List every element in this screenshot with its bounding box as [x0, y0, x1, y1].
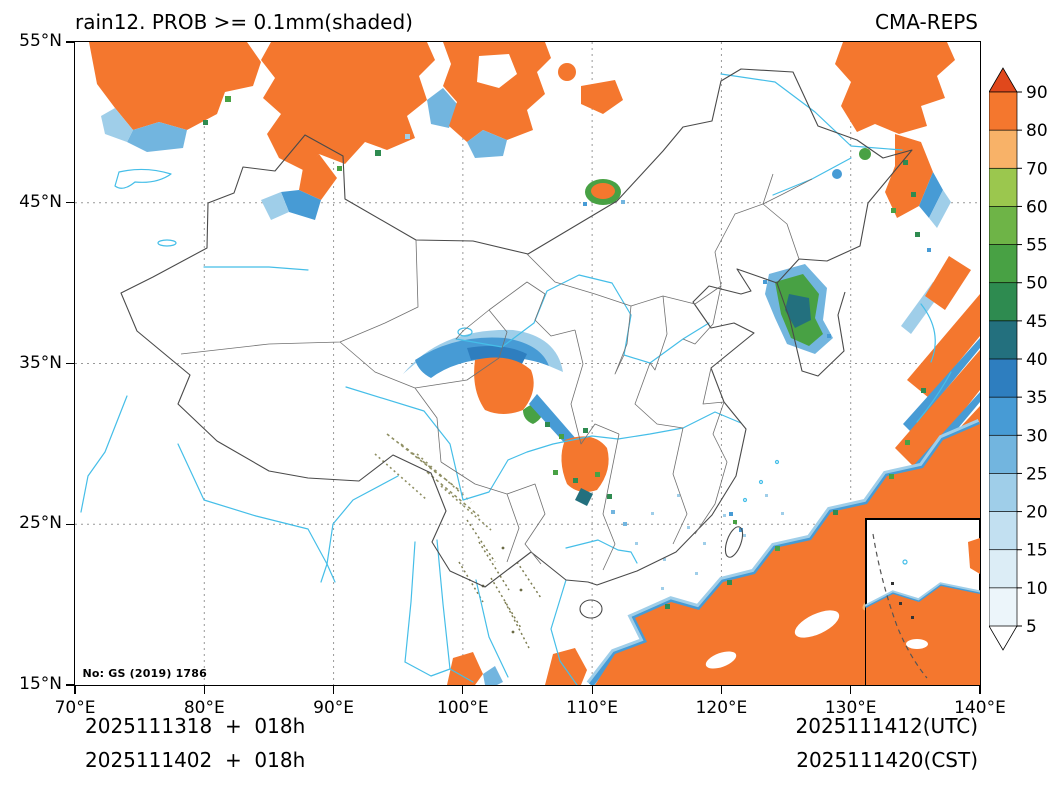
model-name: CMA-REPS	[875, 10, 978, 34]
colorbar-tick-label: 45	[1026, 312, 1048, 332]
colorbar-segment	[988, 244, 1018, 284]
init-time-cst: 2025111402 + 018h	[85, 748, 306, 772]
lake-issyk-kul	[156, 238, 177, 247]
colorbar-tick-label: 55	[1026, 236, 1048, 256]
lon-tick-label: 120°E	[695, 698, 748, 718]
japan-coast-2	[915, 370, 952, 423]
colorbar-tick-label: 35	[1026, 388, 1048, 408]
lake-balkhash	[113, 168, 172, 189]
colorbar-tick-label: 50	[1026, 274, 1048, 294]
colorbar-tick-label: 20	[1026, 503, 1048, 523]
lat-tick-label: 45°N	[19, 191, 62, 212]
colorbar-tick-label: 70	[1026, 159, 1048, 179]
colorbar-tick-label: 40	[1026, 350, 1048, 370]
map-svg	[74, 41, 980, 685]
lon-tick-mark	[203, 686, 205, 694]
colorbar-segment	[988, 511, 1018, 551]
colorbar-segment	[988, 91, 1018, 131]
ryukyu-island	[774, 459, 779, 464]
tarim-river	[202, 265, 309, 271]
scattered-light-blue-specks	[634, 493, 784, 590]
lat-tick-label: 35°N	[19, 352, 62, 373]
rivers-coastlines	[79, 72, 952, 685]
irrawaddy-river	[403, 540, 416, 663]
colorbar-tick-label: 30	[1026, 426, 1048, 446]
lon-tick-mark	[462, 686, 464, 694]
brahmaputra-river	[325, 474, 399, 565]
lon-tick-mark	[332, 686, 335, 694]
colorbar-segment	[988, 434, 1018, 475]
lon-tick-label: 110°E	[566, 698, 618, 718]
init-time-utc: 2025111318 + 018h	[85, 714, 306, 738]
lon-tick-mark	[850, 686, 852, 694]
lon-tick-label: 100°E	[436, 698, 489, 718]
lon-tick-mark	[720, 686, 723, 694]
mekong-river	[474, 578, 509, 678]
se-asia-coast	[403, 660, 474, 683]
plot-title: rain12. PROB >= 0.1mm(shaded)	[75, 10, 413, 34]
colorbar-segment	[988, 167, 1018, 208]
inset-islands	[890, 581, 914, 619]
colorbar-under-arrow	[988, 625, 1018, 651]
yellow-river	[454, 273, 710, 364]
pearl-river	[564, 538, 638, 564]
lat-tick-label: 15°N	[19, 674, 62, 694]
china-national-boundary	[119, 67, 913, 588]
lat-tick-label: 25°N	[19, 513, 62, 534]
colorbar-svg: 90 80 70 60 55 50 45 40 35 30 25 20 15 10 5	[988, 67, 1048, 651]
colorbar-segment	[988, 358, 1018, 398]
indus-river	[79, 394, 128, 513]
yangtze-river	[344, 385, 742, 501]
colorbar-over-arrow	[988, 67, 1018, 93]
ryukyu-island	[758, 479, 763, 484]
colorbar-segment	[988, 396, 1018, 437]
stipple-streaks-sw	[373, 432, 492, 531]
colorbar-tick-label: 80	[1026, 121, 1048, 141]
salween-river	[435, 538, 451, 670]
colorbar-segment	[988, 206, 1018, 246]
map-plot-area: No: GS (2019) 1786	[73, 40, 981, 686]
taiwan-island	[724, 525, 743, 558]
vietnam-coast	[549, 578, 578, 685]
admin-boundaries	[119, 67, 913, 619]
lat-tick-label: 55°N	[19, 31, 62, 51]
lon-tick-mark	[591, 686, 593, 694]
delta-branches	[319, 562, 336, 583]
ganges-river	[176, 442, 328, 565]
hainan-island	[578, 598, 603, 619]
colorbar-segment	[988, 282, 1018, 322]
colorbar-segment	[988, 587, 1018, 627]
precip-shading	[88, 41, 980, 685]
inset-islet	[901, 558, 908, 565]
valid-time-utc: 2025111412(UTC)	[795, 714, 979, 738]
korea-coast	[775, 282, 846, 377]
colorbar-tick-label: 90	[1026, 83, 1048, 103]
colorbar-segment	[988, 129, 1018, 170]
japan-coast-1	[919, 302, 936, 363]
south-china-sea-inset	[863, 517, 980, 685]
lon-tick-mark	[979, 686, 981, 694]
colorbar-tick-label: 25	[1026, 464, 1048, 484]
ryukyu-island	[742, 497, 747, 502]
lon-tick-mark	[74, 686, 76, 694]
province-boundaries	[180, 173, 812, 570]
colorbar-tick-label: 15	[1026, 541, 1048, 561]
colorbar-segment	[988, 549, 1018, 589]
qinghai-lake	[456, 326, 473, 337]
inset-dashed-line	[871, 533, 927, 678]
stipple-specks-yunnan	[457, 519, 542, 648]
colorbar-segment	[988, 473, 1018, 513]
colorbar-tick-label: 10	[1026, 579, 1048, 599]
valid-time-cst: 2025111420(CST)	[796, 748, 978, 772]
map-license-note: No: GS (2019) 1786	[82, 666, 207, 680]
colorbar: 90 80 70 60 55 50 45 40 35 30 25 20 15 10 5	[988, 66, 1050, 660]
colorbar-tick-label: 60	[1026, 197, 1048, 217]
colorbar-tick-label: 5	[1026, 617, 1037, 637]
colorbar-segment	[988, 320, 1018, 360]
